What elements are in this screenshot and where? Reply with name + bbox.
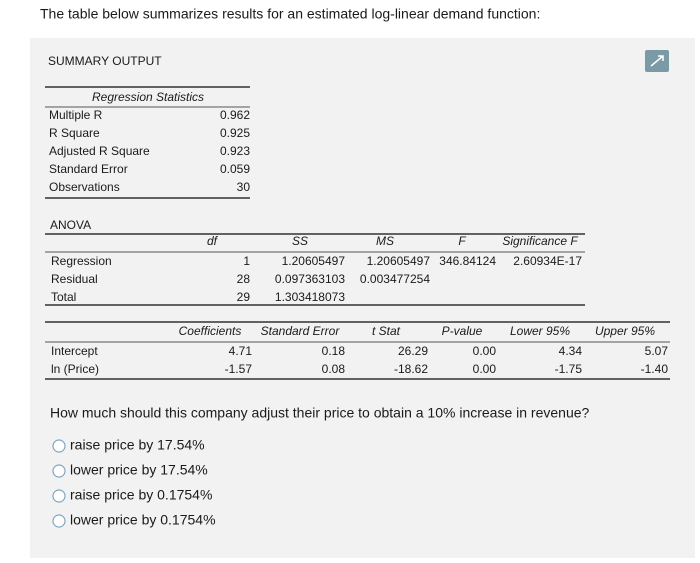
coef-value: 26.29 — [398, 344, 428, 358]
coef-label: Intercept — [51, 344, 98, 358]
anova-value: 0.003477254 — [360, 272, 430, 286]
stat-label: Standard Error — [49, 162, 128, 176]
stat-value: 30 — [237, 180, 251, 194]
anova-header: F — [458, 234, 466, 248]
intro: The table below summarizes results for a… — [40, 6, 540, 22]
question: How much should this company adjust thei… — [50, 405, 590, 421]
anova-label: Total — [51, 290, 76, 304]
anova-header: Significance F — [502, 234, 578, 248]
anova-header: SS — [292, 234, 308, 248]
anova-title: ANOVA — [50, 218, 91, 232]
coef-value: 5.07 — [645, 344, 669, 358]
option-label[interactable]: lower price by 17.54% — [70, 462, 208, 478]
anova-value: 1.20605497 — [282, 254, 346, 268]
coef-value: 4.71 — [229, 344, 253, 358]
regression-statistics-title: Regression Statistics — [92, 90, 204, 104]
coef-value: 0.00 — [473, 344, 497, 358]
stat-value: 0.923 — [220, 144, 250, 158]
radio[interactable] — [52, 439, 66, 453]
anova-value: 28 — [237, 272, 251, 286]
anova-value: 29 — [237, 290, 251, 304]
anova-header: df — [207, 234, 219, 248]
radio[interactable] — [52, 464, 66, 478]
radio[interactable] — [52, 514, 66, 528]
coef-value: -1.57 — [225, 362, 253, 376]
coef-value: 4.34 — [559, 344, 583, 358]
anova-label: Residual — [51, 272, 98, 286]
anova-value: 346.84124 — [439, 254, 496, 268]
coef-value: 0.00 — [473, 362, 497, 376]
radio[interactable] — [52, 489, 66, 503]
coef-header: t Stat — [372, 324, 401, 338]
coef-value: 0.18 — [322, 344, 346, 358]
coef-value: -1.75 — [555, 362, 583, 376]
stat-value: 0.962 — [220, 108, 250, 122]
stat-value: 0.059 — [220, 162, 250, 176]
coef-value: -1.40 — [641, 362, 669, 376]
anova-header: MS — [376, 234, 394, 248]
summary-title: SUMMARY OUTPUT — [48, 54, 162, 68]
coef-value: -18.62 — [394, 362, 428, 376]
anova-value: 1 — [243, 254, 250, 268]
coef-header: Coefficients — [179, 324, 242, 338]
anova-value: 2.60934E-17 — [513, 254, 582, 268]
coef-header: P-value — [442, 324, 483, 338]
coef-header: Lower 95% — [510, 324, 570, 338]
expand-arrow — [650, 55, 664, 67]
coef-header: Standard Error — [261, 324, 341, 338]
coef-label: ln (Price) — [51, 362, 99, 376]
stat-label: Observations — [49, 180, 120, 194]
stat-label: R Square — [49, 126, 100, 140]
stat-label: Multiple R — [49, 108, 103, 122]
option-label[interactable]: lower price by 0.1754% — [70, 512, 216, 528]
panel — [30, 38, 695, 558]
anova-value: 1.20605497 — [367, 254, 431, 268]
anova-value: 0.097363103 — [275, 272, 345, 286]
anova-value: 1.303418073 — [275, 290, 345, 304]
stat-label: Adjusted R Square — [49, 144, 150, 158]
anova-label: Regression — [51, 254, 112, 268]
option-label[interactable]: raise price by 17.54% — [70, 437, 205, 453]
coef-header: Upper 95% — [595, 324, 655, 338]
stat-value: 0.925 — [220, 126, 250, 140]
option-label[interactable]: raise price by 0.1754% — [70, 487, 212, 503]
coef-value: 0.08 — [322, 362, 346, 376]
